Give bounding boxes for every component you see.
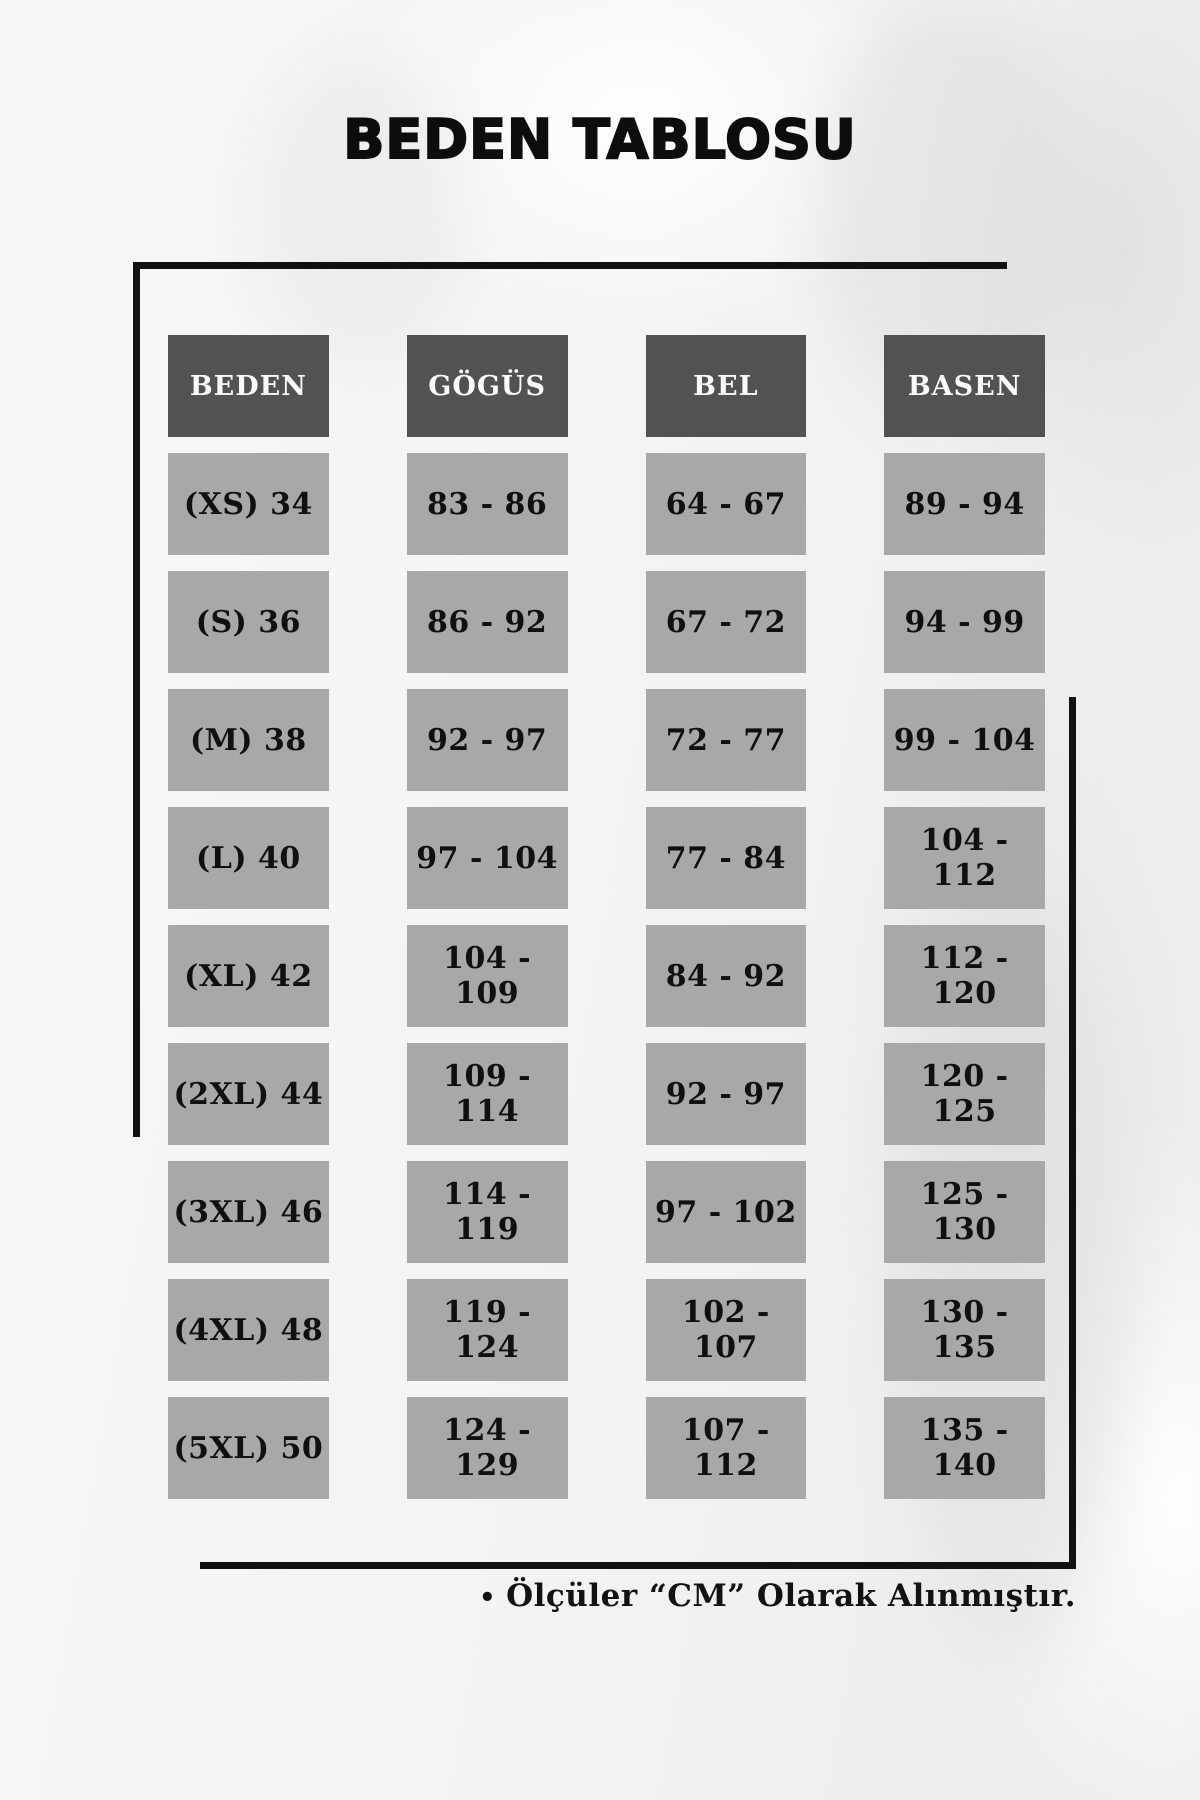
size-label-cell: (XL) 42 xyxy=(168,925,329,1027)
frame-top-line xyxy=(133,262,1007,269)
measurement-cell: 97 - 104 xyxy=(406,807,568,909)
measurement-cell: 130 - 135 xyxy=(884,1279,1045,1381)
size-label-cell: (M) 38 xyxy=(168,689,329,791)
measurement-cell: 83 - 86 xyxy=(406,453,568,555)
measurement-cell: 120 - 125 xyxy=(884,1043,1045,1145)
measurement-cell: 104 - 112 xyxy=(884,807,1045,909)
measurement-note-text: Ölçüler “CM” Olarak Alınmıştır. xyxy=(506,1578,1076,1614)
size-label-cell: (XS) 34 xyxy=(168,453,329,555)
column-header-gögüs: GÖGÜS xyxy=(406,335,568,437)
size-table: BEDEN GÖGÜS BEL BASEN (XS) 34 83 - 86 64 - 67 8… xyxy=(168,335,1045,1499)
size-label-cell: (4XL) 48 xyxy=(168,1279,329,1381)
bullet-icon: • xyxy=(479,1583,497,1613)
measurement-cell: 114 - 119 xyxy=(406,1161,568,1263)
measurement-cell: 107 - 112 xyxy=(645,1397,807,1499)
frame-right-line xyxy=(1069,697,1076,1569)
measurement-cell: 89 - 94 xyxy=(884,453,1045,555)
background-silhouette xyxy=(260,60,460,360)
measurement-note: • Ölçüler “CM” Olarak Alınmıştır. xyxy=(0,1578,1076,1614)
measurement-cell: 112 - 120 xyxy=(884,925,1045,1027)
measurement-cell: 86 - 92 xyxy=(406,571,568,673)
size-label-cell: (L) 40 xyxy=(168,807,329,909)
measurement-cell: 125 - 130 xyxy=(884,1161,1045,1263)
size-label-cell: (2XL) 44 xyxy=(168,1043,329,1145)
column-header-bel: BEL xyxy=(645,335,807,437)
measurement-cell: 102 - 107 xyxy=(645,1279,807,1381)
frame-left-line xyxy=(133,262,140,1137)
measurement-cell: 99 - 104 xyxy=(884,689,1045,791)
measurement-cell: 109 - 114 xyxy=(406,1043,568,1145)
measurement-cell: 92 - 97 xyxy=(645,1043,807,1145)
size-label-cell: (S) 36 xyxy=(168,571,329,673)
measurement-cell: 124 - 129 xyxy=(406,1397,568,1499)
size-label-cell: (3XL) 46 xyxy=(168,1161,329,1263)
measurement-cell: 77 - 84 xyxy=(645,807,807,909)
measurement-cell: 84 - 92 xyxy=(645,925,807,1027)
measurement-cell: 94 - 99 xyxy=(884,571,1045,673)
measurement-cell: 64 - 67 xyxy=(645,453,807,555)
column-header-beden: BEDEN xyxy=(168,335,329,437)
measurement-cell: 72 - 77 xyxy=(645,689,807,791)
column-header-basen: BASEN xyxy=(884,335,1045,437)
measurement-cell: 92 - 97 xyxy=(406,689,568,791)
measurement-cell: 67 - 72 xyxy=(645,571,807,673)
measurement-cell: 119 - 124 xyxy=(406,1279,568,1381)
page-title: BEDEN TABLOSU xyxy=(342,107,857,172)
measurement-cell: 135 - 140 xyxy=(884,1397,1045,1499)
size-label-cell: (5XL) 50 xyxy=(168,1397,329,1499)
measurement-cell: 97 - 102 xyxy=(645,1161,807,1263)
frame-bottom-line xyxy=(200,1562,1076,1569)
measurement-cell: 104 - 109 xyxy=(406,925,568,1027)
